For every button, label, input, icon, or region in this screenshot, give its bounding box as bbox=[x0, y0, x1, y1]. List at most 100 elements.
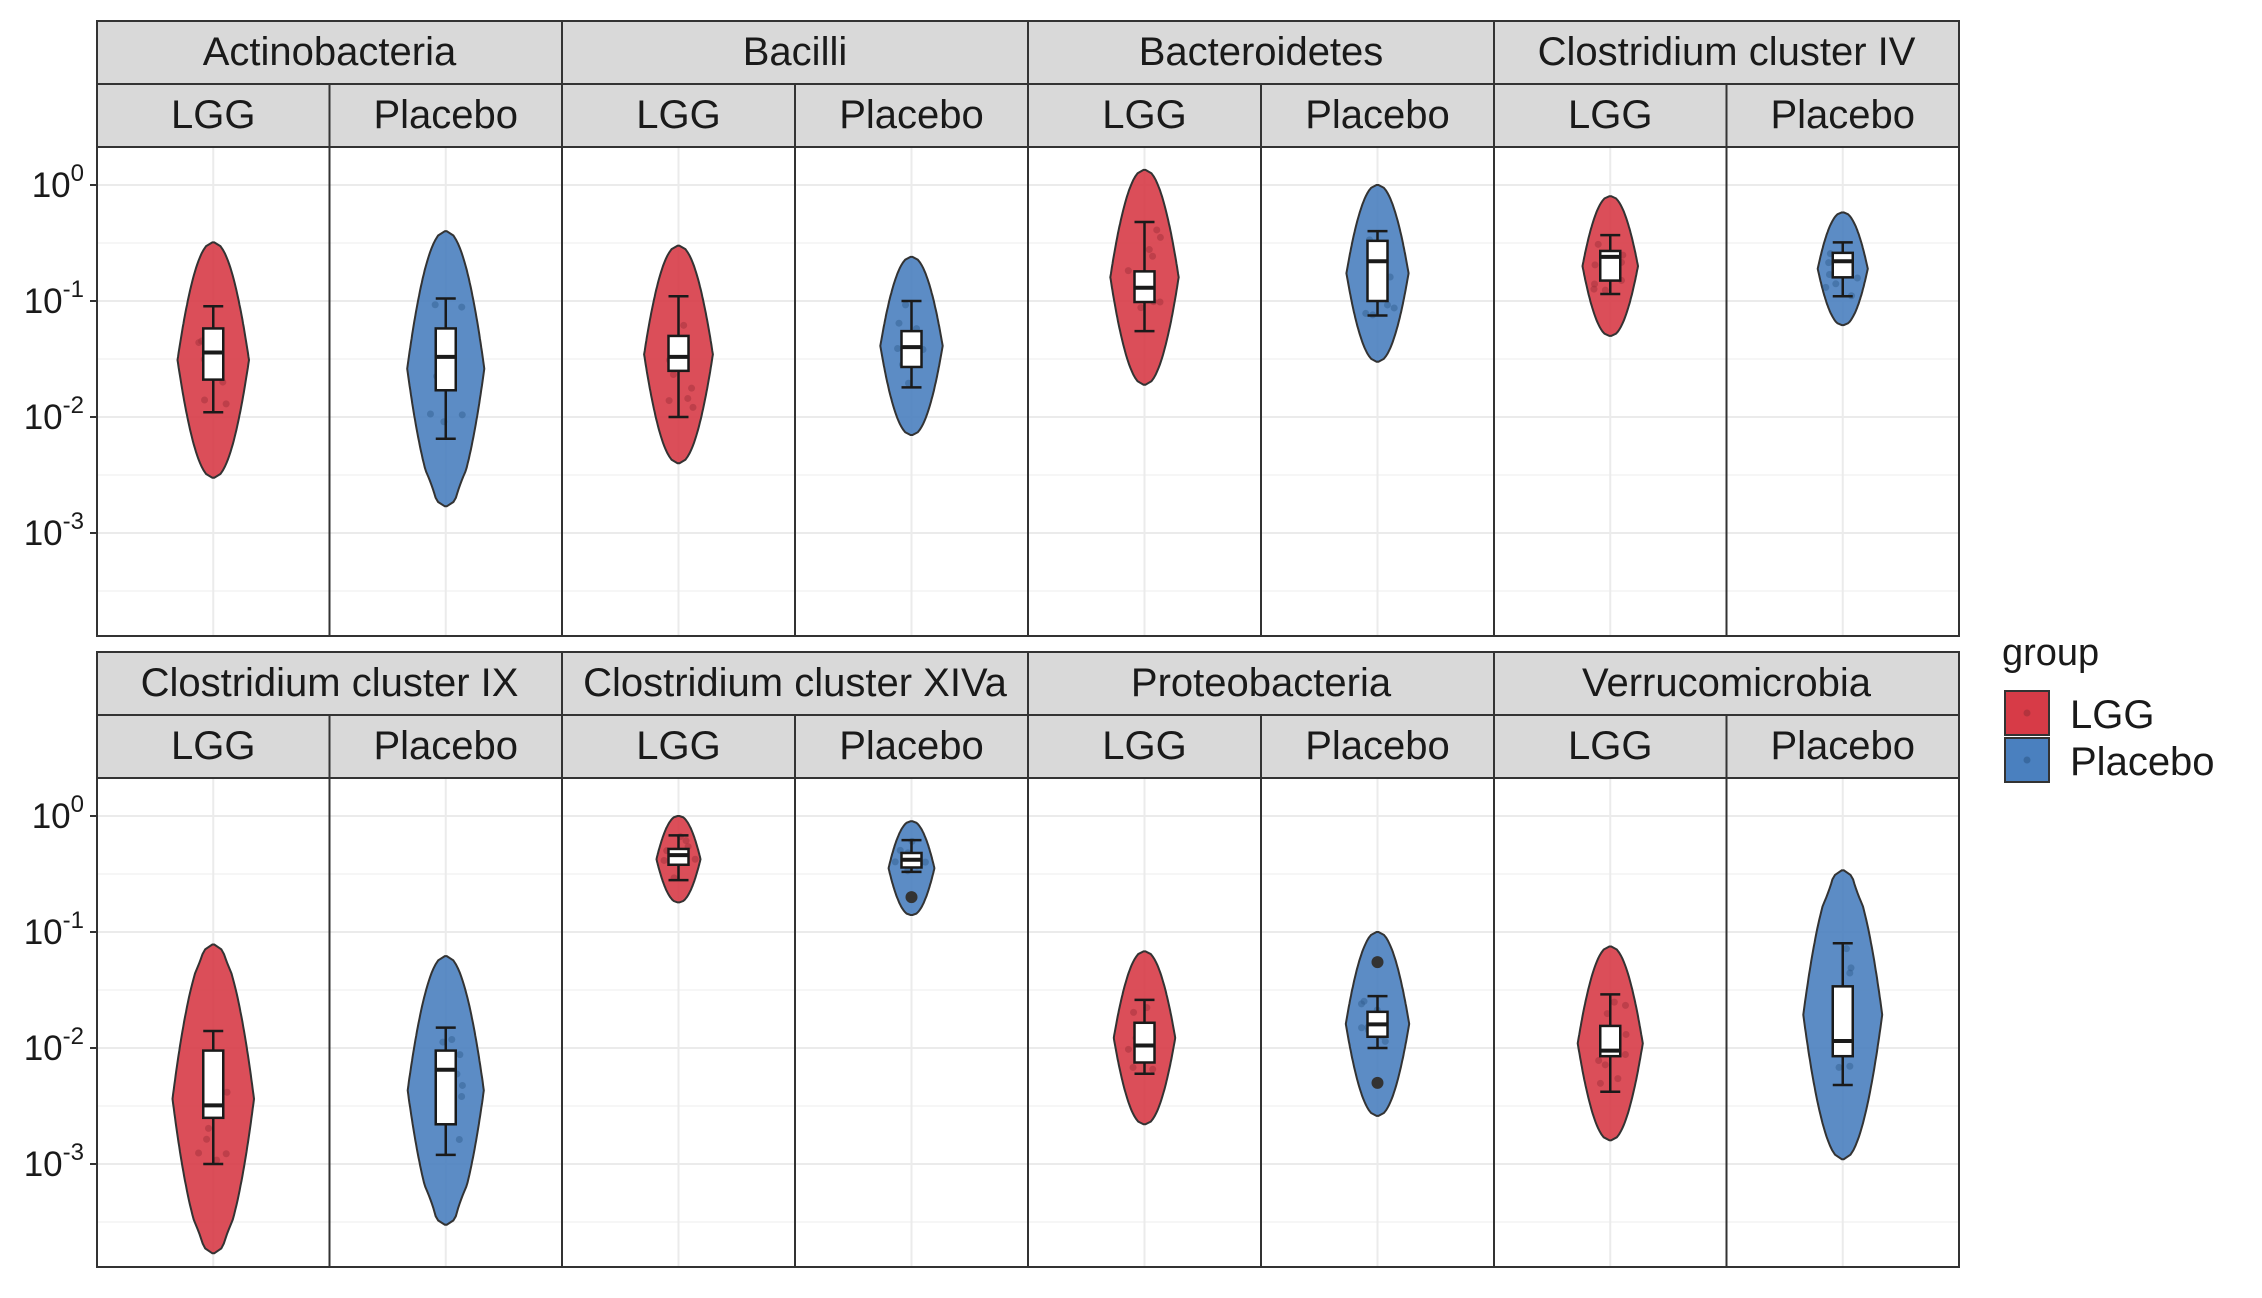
y-tick-label: 10-2 bbox=[24, 392, 84, 437]
panel-proteobacteria-placebo: Placebo bbox=[1260, 714, 1495, 1268]
box-iqr bbox=[202, 1049, 225, 1120]
data-point bbox=[223, 1088, 231, 1096]
facet-strip bbox=[1027, 20, 1495, 85]
facet-strip bbox=[1493, 651, 1960, 716]
outlier-point bbox=[905, 891, 918, 904]
panel-bacteroidetes-placebo: Placebo bbox=[1260, 83, 1495, 637]
y-tick-label: 10-2 bbox=[24, 1023, 84, 1068]
data-point bbox=[894, 344, 902, 352]
group-strip-label: LGG bbox=[636, 724, 720, 768]
group-strip-label: Placebo bbox=[1770, 93, 1915, 137]
data-point bbox=[1149, 252, 1157, 260]
panel-verrucomicrobia-lgg: LGG bbox=[1493, 714, 1728, 1268]
data-point bbox=[448, 1035, 456, 1043]
facet-panels: Actinobacteria LGG Placebo Bacilli LGG Placeb… bbox=[96, 20, 1960, 1268]
data-point bbox=[691, 855, 699, 863]
box-iqr bbox=[1366, 239, 1389, 303]
facet-label: Proteobacteria bbox=[1131, 661, 1392, 705]
y-axis-row-2: 100 10-1 10-2 10-3 bbox=[24, 791, 97, 1184]
panel-clostridium-cluster-xiva-placebo: Placebo bbox=[794, 714, 1029, 1268]
facet-clostridium-cluster-xiva: Clostridium cluster XIVa LGG Placebo bbox=[561, 651, 1029, 1268]
group-strip bbox=[1493, 83, 1728, 148]
facet-label: Clostridium cluster XIVa bbox=[583, 661, 1008, 705]
legend: group LGG Placebo bbox=[2002, 632, 2215, 784]
data-point bbox=[1124, 1045, 1132, 1053]
data-point bbox=[1137, 304, 1145, 312]
data-point bbox=[1832, 280, 1840, 288]
panel-clostridium-cluster-iv-placebo: Placebo bbox=[1725, 83, 1960, 637]
data-point bbox=[195, 339, 203, 347]
data-point bbox=[458, 411, 466, 419]
data-point bbox=[456, 1051, 464, 1059]
facet-label: Bacilli bbox=[743, 30, 847, 74]
panel-clostridium-cluster-xiva-lgg: LGG bbox=[561, 714, 796, 1268]
data-point bbox=[201, 396, 209, 404]
legend-title: group bbox=[2002, 632, 2099, 674]
group-strip-label: Placebo bbox=[373, 93, 518, 137]
group-strip-label: LGG bbox=[1568, 724, 1652, 768]
data-point bbox=[665, 397, 673, 405]
data-point bbox=[204, 1124, 212, 1132]
data-point bbox=[684, 394, 692, 402]
y-tick-label: 10-1 bbox=[24, 276, 84, 321]
data-point bbox=[431, 301, 439, 309]
facet-strip bbox=[561, 20, 1029, 85]
facet-strip bbox=[96, 651, 563, 716]
data-point bbox=[1842, 945, 1850, 953]
panel-bacilli-placebo: Placebo bbox=[794, 83, 1029, 637]
data-point bbox=[895, 319, 903, 327]
y-tick-label: 100 bbox=[32, 791, 84, 836]
facet-label: Clostridium cluster IX bbox=[141, 661, 519, 705]
data-point bbox=[1130, 1008, 1138, 1016]
panel-bacilli-lgg: LGG bbox=[561, 83, 796, 637]
data-point bbox=[1621, 1050, 1629, 1058]
data-point bbox=[222, 400, 230, 408]
facet-label: Clostridium cluster IV bbox=[1538, 30, 1916, 74]
group-strip-label: LGG bbox=[171, 93, 255, 137]
facet-verrucomicrobia: Verrucomicrobia LGG Placebo bbox=[1493, 651, 1960, 1268]
facet-label: Verrucomicrobia bbox=[1582, 661, 1872, 705]
data-point bbox=[426, 410, 434, 418]
data-point bbox=[1591, 261, 1599, 269]
data-point bbox=[1825, 270, 1833, 278]
panel-bacteroidetes-lgg: LGG bbox=[1027, 83, 1262, 637]
group-strip bbox=[1725, 83, 1960, 148]
facet-clostridium-cluster-ix: Clostridium cluster IX LGG Placebo bbox=[96, 651, 563, 1268]
data-point bbox=[458, 1092, 466, 1100]
data-point bbox=[1129, 1063, 1137, 1071]
box-iqr bbox=[434, 327, 457, 392]
data-point bbox=[1156, 233, 1164, 241]
panel-clostridium-cluster-iv-lgg: LGG bbox=[1493, 83, 1728, 637]
box-iqr bbox=[1133, 1021, 1156, 1064]
group-strip-label: LGG bbox=[171, 724, 255, 768]
legend-label-placebo: Placebo bbox=[2070, 740, 2215, 784]
data-point bbox=[1383, 301, 1391, 309]
y-axis-row-1: 100 10-1 10-2 10-3 bbox=[24, 160, 97, 553]
data-point bbox=[1825, 259, 1833, 267]
outlier-point bbox=[1371, 1076, 1384, 1089]
group-strip bbox=[1725, 714, 1960, 779]
y-tick-label: 100 bbox=[32, 160, 84, 205]
y-tick-label: 10-3 bbox=[24, 508, 84, 553]
facet-label: Actinobacteria bbox=[203, 30, 457, 74]
panel-actinobacteria-placebo: Placebo bbox=[328, 83, 563, 637]
data-point bbox=[1357, 1000, 1365, 1008]
panel-clostridium-cluster-ix-lgg: LGG bbox=[96, 714, 331, 1268]
group-strip bbox=[1027, 83, 1262, 148]
group-strip-label: Placebo bbox=[1305, 724, 1450, 768]
data-point bbox=[660, 856, 668, 864]
facet-bacteroidetes: Bacteroidetes LGG Placebo bbox=[1027, 20, 1495, 637]
group-strip bbox=[1493, 714, 1728, 779]
group-strip-label: LGG bbox=[1568, 93, 1652, 137]
panel-verrucomicrobia-placebo: Placebo bbox=[1725, 714, 1960, 1268]
data-point bbox=[1149, 1065, 1157, 1073]
data-point bbox=[1614, 1075, 1622, 1083]
box-iqr bbox=[1831, 985, 1854, 1058]
legend-key-placebo-dot bbox=[2023, 756, 2031, 764]
group-strip-label: Placebo bbox=[839, 724, 984, 768]
facet-clostridium-cluster-iv: Clostridium cluster IV LGG Placebo bbox=[1493, 20, 1960, 637]
facet-bacilli: Bacilli LGG Placebo bbox=[561, 20, 1029, 637]
data-point bbox=[689, 403, 697, 411]
data-point bbox=[1358, 1024, 1366, 1032]
outlier-point bbox=[1371, 956, 1384, 969]
